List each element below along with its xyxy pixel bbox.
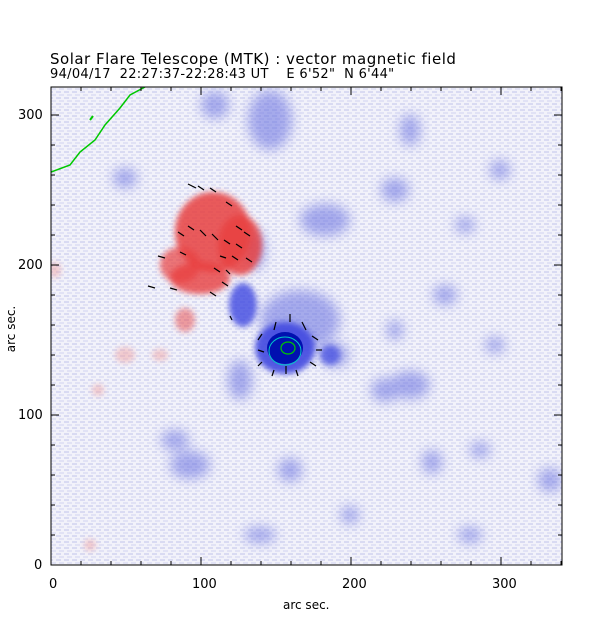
- penumbra-contour: [268, 336, 302, 366]
- x-axis-label: arc sec.: [283, 598, 330, 612]
- magnetogram-image: [51, 87, 562, 565]
- field-vectors: [147, 183, 322, 377]
- y-axis-label: arc sec.: [4, 305, 19, 353]
- sunspot-umbra: [267, 332, 303, 364]
- observation-info: 94/04/17 22:27:37-22:28:43 UT E 6'52" N …: [50, 67, 395, 82]
- y-tick-label: 300: [18, 108, 43, 123]
- contour-line: [51, 87, 146, 173]
- x-tick-label: 100: [192, 577, 217, 592]
- contour-fragment: [89, 115, 94, 121]
- y-tick-label: 0: [34, 558, 42, 573]
- umbra-contour: [280, 341, 296, 355]
- y-tick-label: 100: [18, 408, 43, 423]
- figure-title: Solar Flare Telescope (MTK) : vector mag…: [50, 50, 457, 68]
- y-tick-label: 200: [18, 258, 43, 273]
- axis-ticks: [50, 87, 562, 566]
- plot-frame: [50, 86, 563, 566]
- x-tick-label: 0: [49, 577, 57, 592]
- x-tick-label: 300: [492, 577, 517, 592]
- x-tick-label: 200: [342, 577, 367, 592]
